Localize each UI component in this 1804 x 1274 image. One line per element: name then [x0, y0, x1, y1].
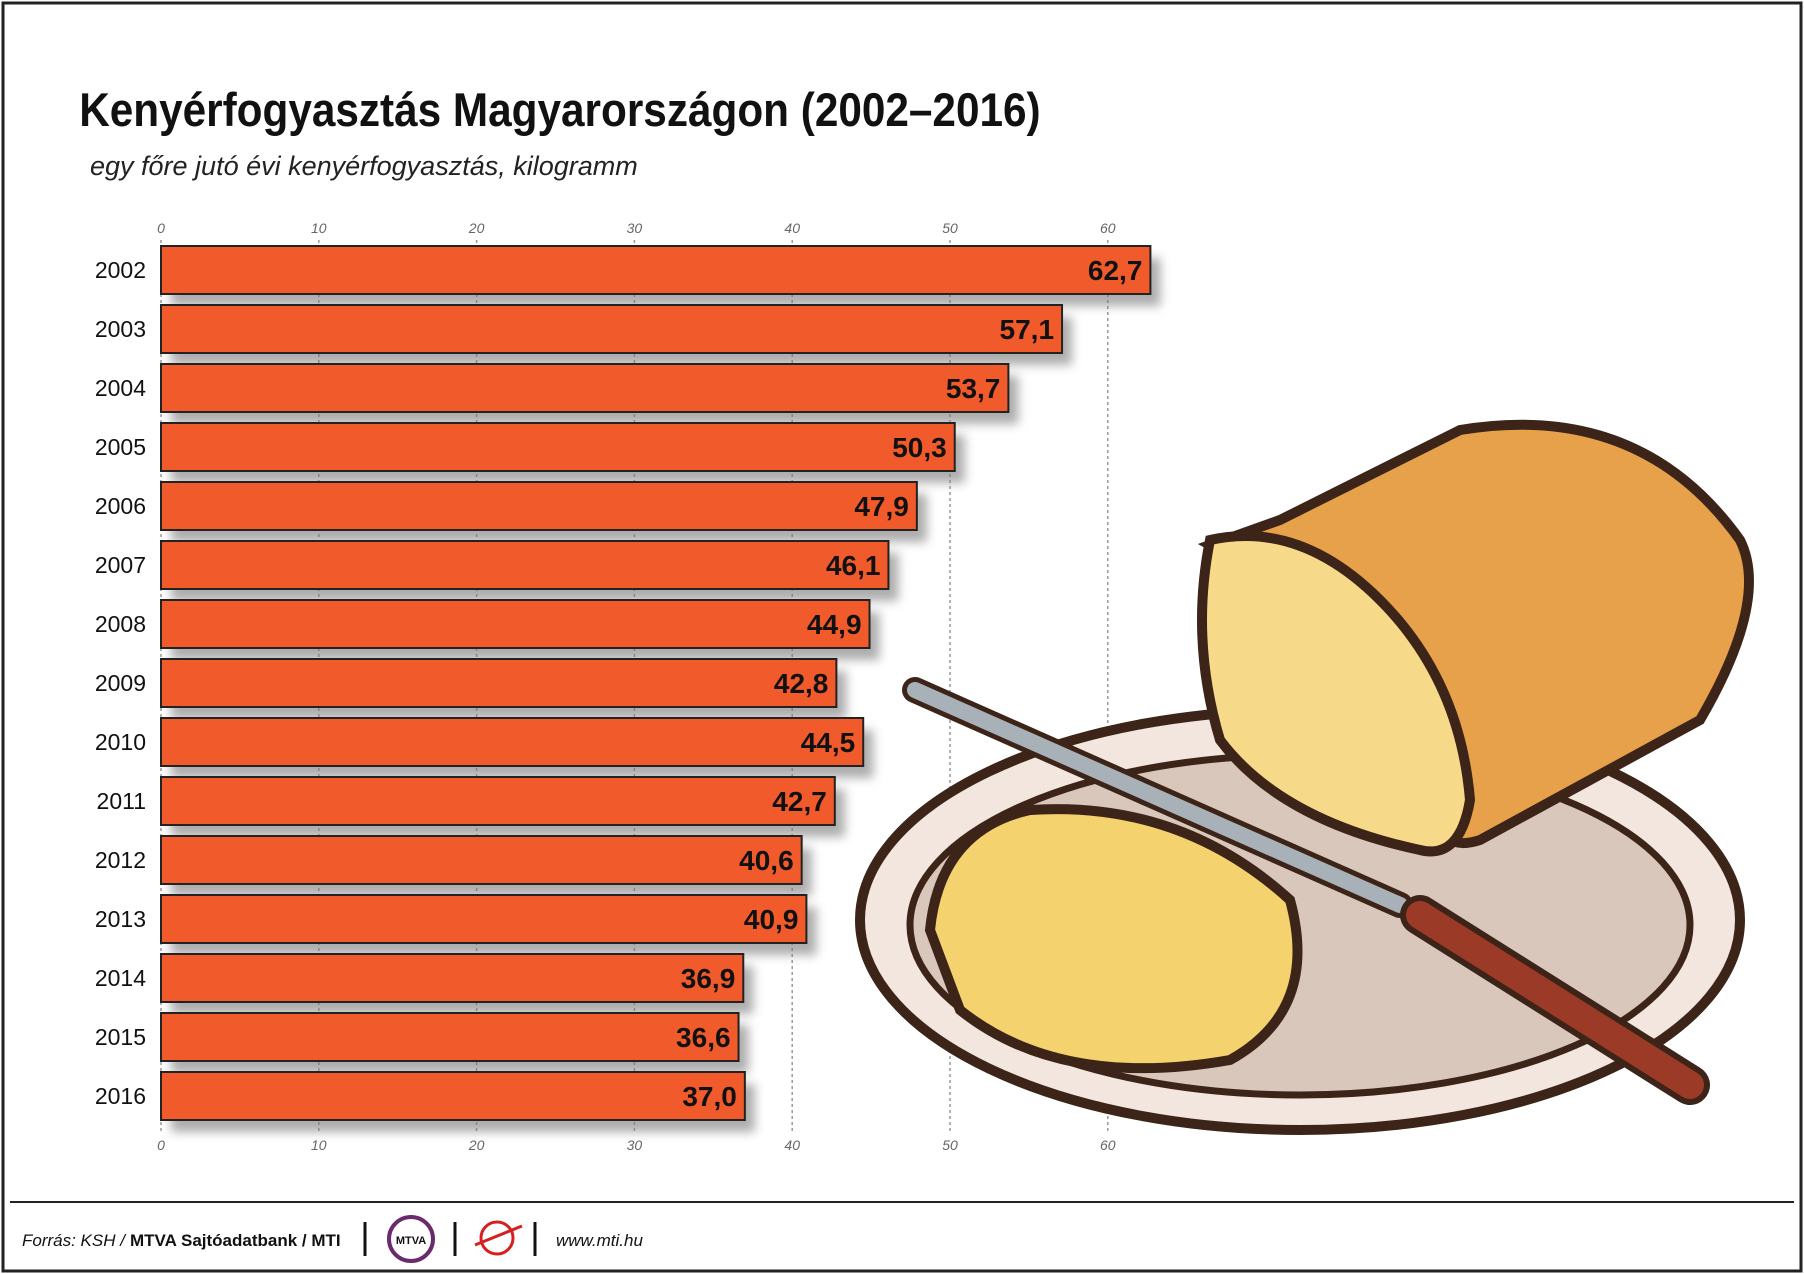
- footer-bank: MTVA Sajtóadatbank / MTI: [130, 1231, 341, 1250]
- y-tick-label: 2008: [95, 611, 146, 637]
- value-label: 42,7: [772, 786, 827, 817]
- bar: [160, 717, 865, 767]
- chart-subtitle: egy főre jutó évi kenyérfogyasztás, kilo…: [90, 151, 638, 181]
- x-tick-label-bottom: 10: [311, 1137, 327, 1153]
- y-tick-label: 2011: [97, 788, 146, 814]
- mti-logo: [479, 1220, 515, 1256]
- value-label: 46,1: [826, 550, 881, 581]
- bar: [160, 422, 956, 472]
- x-tick-label-bottom: 30: [627, 1137, 643, 1153]
- bar: [160, 658, 838, 708]
- value-label: 36,9: [681, 963, 736, 994]
- value-label: 53,7: [946, 373, 1001, 404]
- value-label: 42,8: [774, 668, 829, 699]
- chart-title: Kenyérfogyasztás Magyarországon (2002–20…: [79, 85, 1040, 137]
- x-tick-label-bottom: 60: [1100, 1137, 1116, 1153]
- x-tick-label: 0: [157, 220, 165, 236]
- y-tick-label: 2015: [95, 1024, 146, 1050]
- bar: [160, 599, 871, 649]
- value-label: 40,6: [739, 845, 794, 876]
- footer-source: Forrás: KSH /: [22, 1231, 127, 1250]
- footer-url: www.mti.hu: [556, 1231, 643, 1250]
- value-label: 57,1: [1000, 314, 1055, 345]
- y-tick-label: 2004: [95, 375, 146, 401]
- y-tick-label: 2014: [95, 965, 146, 991]
- x-tick-label: 40: [784, 220, 800, 236]
- value-label: 47,9: [854, 491, 909, 522]
- bar: [160, 540, 890, 590]
- x-tick-label: 50: [942, 220, 958, 236]
- value-label: 62,7: [1088, 255, 1143, 286]
- bar: [160, 481, 918, 531]
- y-tick-label: 2006: [95, 493, 146, 519]
- x-tick-label-bottom: 20: [468, 1137, 485, 1153]
- x-tick-label-bottom: 0: [157, 1137, 165, 1153]
- bar: [160, 776, 836, 826]
- y-tick-label: 2016: [95, 1083, 146, 1109]
- value-label: 44,9: [807, 609, 862, 640]
- x-tick-label-bottom: 40: [784, 1137, 800, 1153]
- x-tick-label: 10: [311, 220, 327, 236]
- y-tick-label: 2002: [95, 257, 146, 283]
- value-label: 37,0: [682, 1081, 737, 1112]
- y-tick-label: 2009: [95, 670, 146, 696]
- mti-logo: [474, 1224, 523, 1247]
- bar: [160, 953, 745, 1003]
- bar: [160, 363, 1010, 413]
- bread-illustration: [855, 419, 1754, 1135]
- x-tick-label: 30: [627, 220, 643, 236]
- mtva-logo-text: MTVA: [396, 1235, 426, 1247]
- value-label: 36,6: [676, 1022, 731, 1053]
- y-tick-label: 2005: [95, 434, 146, 460]
- mtva-logo: [387, 1215, 435, 1263]
- y-tick-label: 2013: [95, 906, 146, 932]
- y-tick-label: 2010: [95, 729, 146, 755]
- bar: [160, 1012, 740, 1062]
- x-tick-label-bottom: 50: [942, 1137, 958, 1153]
- bar: [160, 245, 1152, 295]
- bar: [160, 894, 808, 944]
- x-tick-label: 60: [1100, 220, 1116, 236]
- y-tick-label: 2003: [95, 316, 146, 342]
- y-tick-label: 2007: [95, 552, 146, 578]
- bars: 2002 62,7 2003 57,1 2004 53,7 2005 50,3 2006 47,9…: [95, 245, 1161, 1132]
- bar: [160, 835, 803, 885]
- bar: [160, 304, 1064, 354]
- y-tick-label: 2012: [95, 847, 146, 873]
- value-label: 44,5: [801, 727, 856, 758]
- value-label: 40,9: [744, 904, 799, 935]
- x-tick-label: 20: [468, 220, 485, 236]
- value-label: 50,3: [892, 432, 947, 463]
- bar: [160, 1071, 746, 1121]
